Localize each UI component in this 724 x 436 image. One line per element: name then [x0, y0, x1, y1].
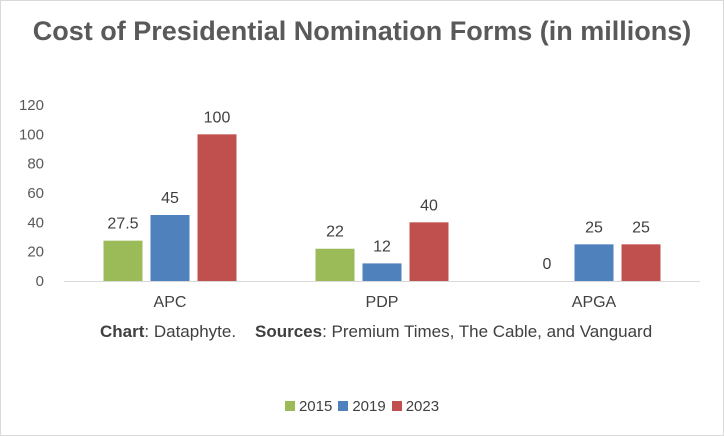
legend-label: 2023	[405, 398, 440, 415]
y-tick-label: 20	[27, 244, 44, 261]
legend-swatch	[391, 401, 402, 411]
legend-item-2023: 2023	[391, 398, 440, 415]
y-tick-label: 120	[19, 97, 44, 114]
legend-swatch	[284, 401, 295, 411]
legend-item-2015: 2015	[284, 398, 333, 415]
y-tick-label: 0	[36, 273, 44, 290]
legend-swatch	[338, 401, 349, 411]
data-label-2023-pdp: 40	[420, 197, 438, 214]
data-label-2023-apga: 25	[632, 219, 650, 236]
sources-text: : Premium Times, The Cable, and Vanguard	[322, 322, 653, 341]
chart-credit-label: Chart	[100, 322, 145, 341]
bar-2015-apc	[103, 240, 143, 281]
legend-label: 2015	[298, 398, 333, 415]
sources-label: Sources	[254, 322, 323, 341]
bar-2019-apc	[150, 215, 190, 281]
x-category-label: APGA	[572, 294, 617, 311]
data-label-2019-pdp: 12	[373, 238, 391, 255]
data-label-2015-apga: 0	[543, 256, 552, 273]
data-label-2023-apc: 100	[204, 109, 231, 126]
chart-title: Cost of Presidential Nomination Forms (i…	[32, 16, 692, 46]
y-tick-label: 80	[27, 156, 44, 173]
chart-credit-text: : Dataphyte.	[144, 322, 237, 341]
data-label-2019-apga: 25	[585, 219, 603, 236]
bar-2023-apc	[197, 134, 237, 281]
y-tick-label: 40	[27, 214, 44, 231]
legend: 2015 2019 2023	[0, 398, 724, 415]
data-label-2019-apc: 45	[161, 190, 179, 207]
bar-2023-pdp	[409, 222, 449, 281]
x-category-label: APC	[154, 294, 187, 311]
bar-2023-apga	[621, 244, 661, 281]
data-label-2015-pdp: 22	[326, 224, 344, 241]
y-tick-label: 60	[27, 185, 44, 202]
x-category-label: PDP	[366, 294, 399, 311]
y-tick-label: 100	[19, 126, 44, 143]
legend-label: 2019	[352, 398, 386, 415]
data-label-2015-apc: 27.5	[107, 216, 138, 233]
bar-2015-pdp	[315, 248, 355, 281]
bar-2019-pdp	[362, 263, 402, 281]
legend-item-2019: 2019	[338, 398, 386, 415]
source-note: Chart: Dataphyte. Sources: Premium Times…	[100, 320, 680, 344]
bar-2019-apga	[574, 244, 614, 281]
